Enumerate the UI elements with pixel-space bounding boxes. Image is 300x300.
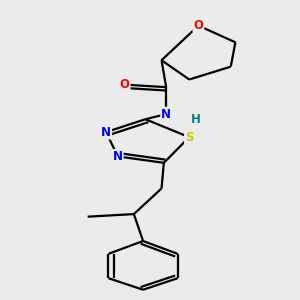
Text: N: N [161,108,171,121]
Text: S: S [185,131,194,144]
Text: O: O [194,19,203,32]
Text: N: N [101,126,111,139]
Text: N: N [113,150,123,163]
Text: O: O [120,78,130,91]
Text: H: H [191,113,201,126]
